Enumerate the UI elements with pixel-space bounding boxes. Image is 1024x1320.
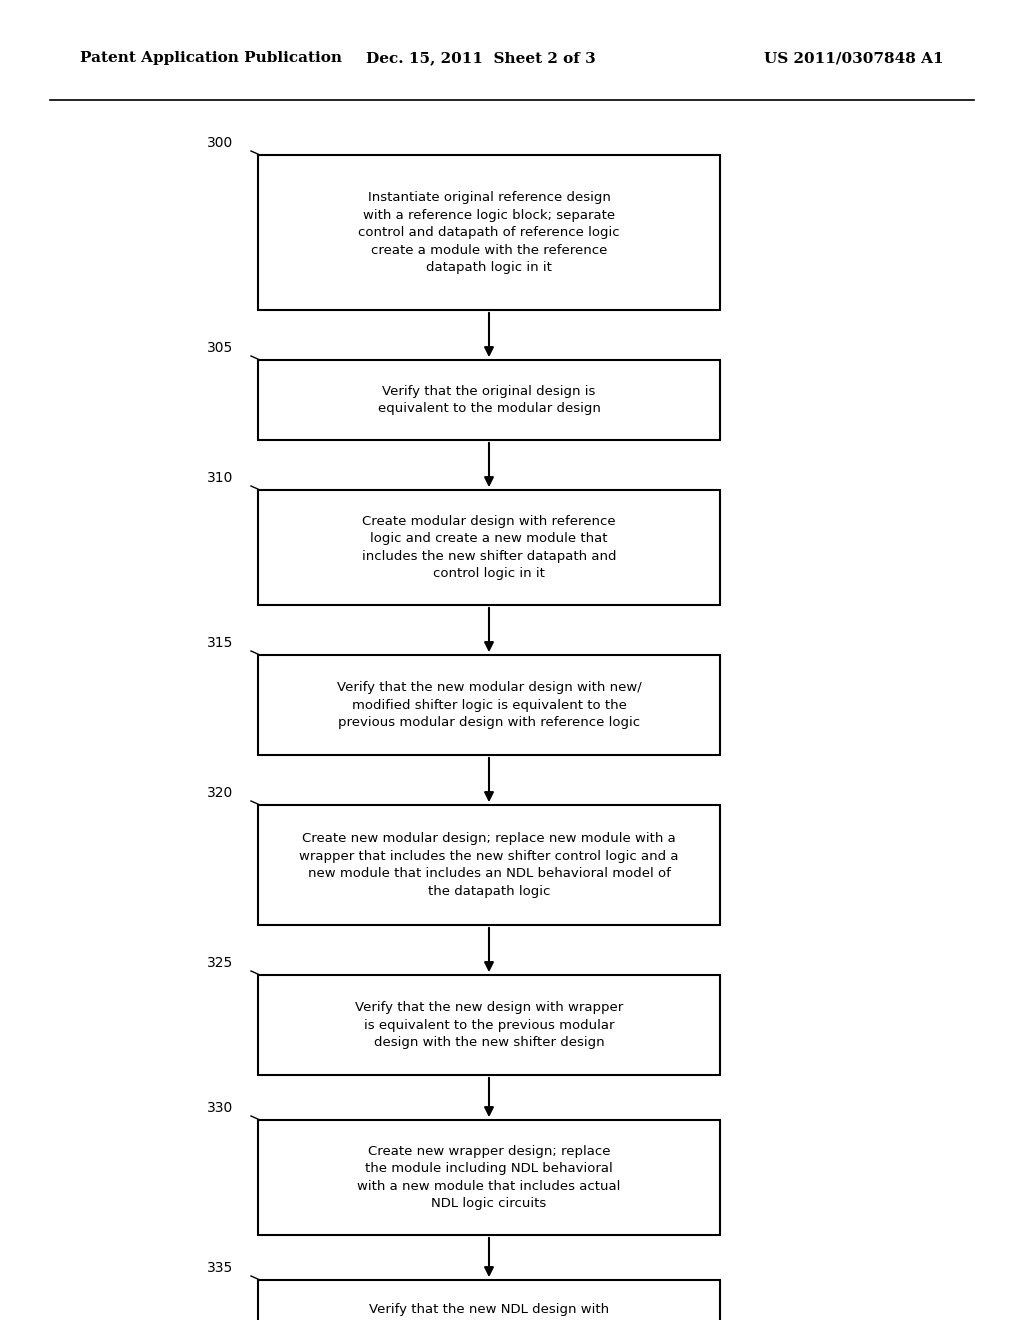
Text: Create modular design with reference
logic and create a new module that
includes: Create modular design with reference log… xyxy=(361,515,616,581)
Bar xyxy=(258,1119,720,1236)
Text: Verify that the new NDL design with
wrapper is equivalent to the previous
NDL be: Verify that the new NDL design with wrap… xyxy=(364,1304,614,1320)
Text: 325: 325 xyxy=(207,956,233,970)
Bar xyxy=(258,975,720,1074)
Text: 310: 310 xyxy=(207,471,233,484)
Bar xyxy=(258,490,720,605)
Text: 315: 315 xyxy=(207,636,233,649)
Bar xyxy=(258,805,720,925)
Text: Verify that the new design with wrapper
is equivalent to the previous modular
de: Verify that the new design with wrapper … xyxy=(355,1001,624,1049)
Bar xyxy=(258,360,720,440)
Text: Instantiate original reference design
with a reference logic block; separate
con: Instantiate original reference design wi… xyxy=(358,191,620,275)
Text: Patent Application Publication: Patent Application Publication xyxy=(80,51,342,65)
Bar xyxy=(258,154,720,310)
Text: Verify that the new modular design with new/
modified shifter logic is equivalen: Verify that the new modular design with … xyxy=(337,681,641,729)
Text: Create new wrapper design; replace
the module including NDL behavioral
with a ne: Create new wrapper design; replace the m… xyxy=(357,1144,621,1210)
Text: US 2011/0307848 A1: US 2011/0307848 A1 xyxy=(764,51,944,65)
Text: Create new modular design; replace new module with a
wrapper that includes the n: Create new modular design; replace new m… xyxy=(299,832,679,898)
Bar xyxy=(258,655,720,755)
Bar xyxy=(258,1280,720,1320)
Text: 300: 300 xyxy=(207,136,233,150)
Text: 320: 320 xyxy=(207,785,233,800)
Text: Verify that the original design is
equivalent to the modular design: Verify that the original design is equiv… xyxy=(378,384,600,416)
Text: 335: 335 xyxy=(207,1261,233,1275)
Text: 305: 305 xyxy=(207,341,233,355)
Text: Dec. 15, 2011  Sheet 2 of 3: Dec. 15, 2011 Sheet 2 of 3 xyxy=(367,51,596,65)
Text: 330: 330 xyxy=(207,1101,233,1115)
